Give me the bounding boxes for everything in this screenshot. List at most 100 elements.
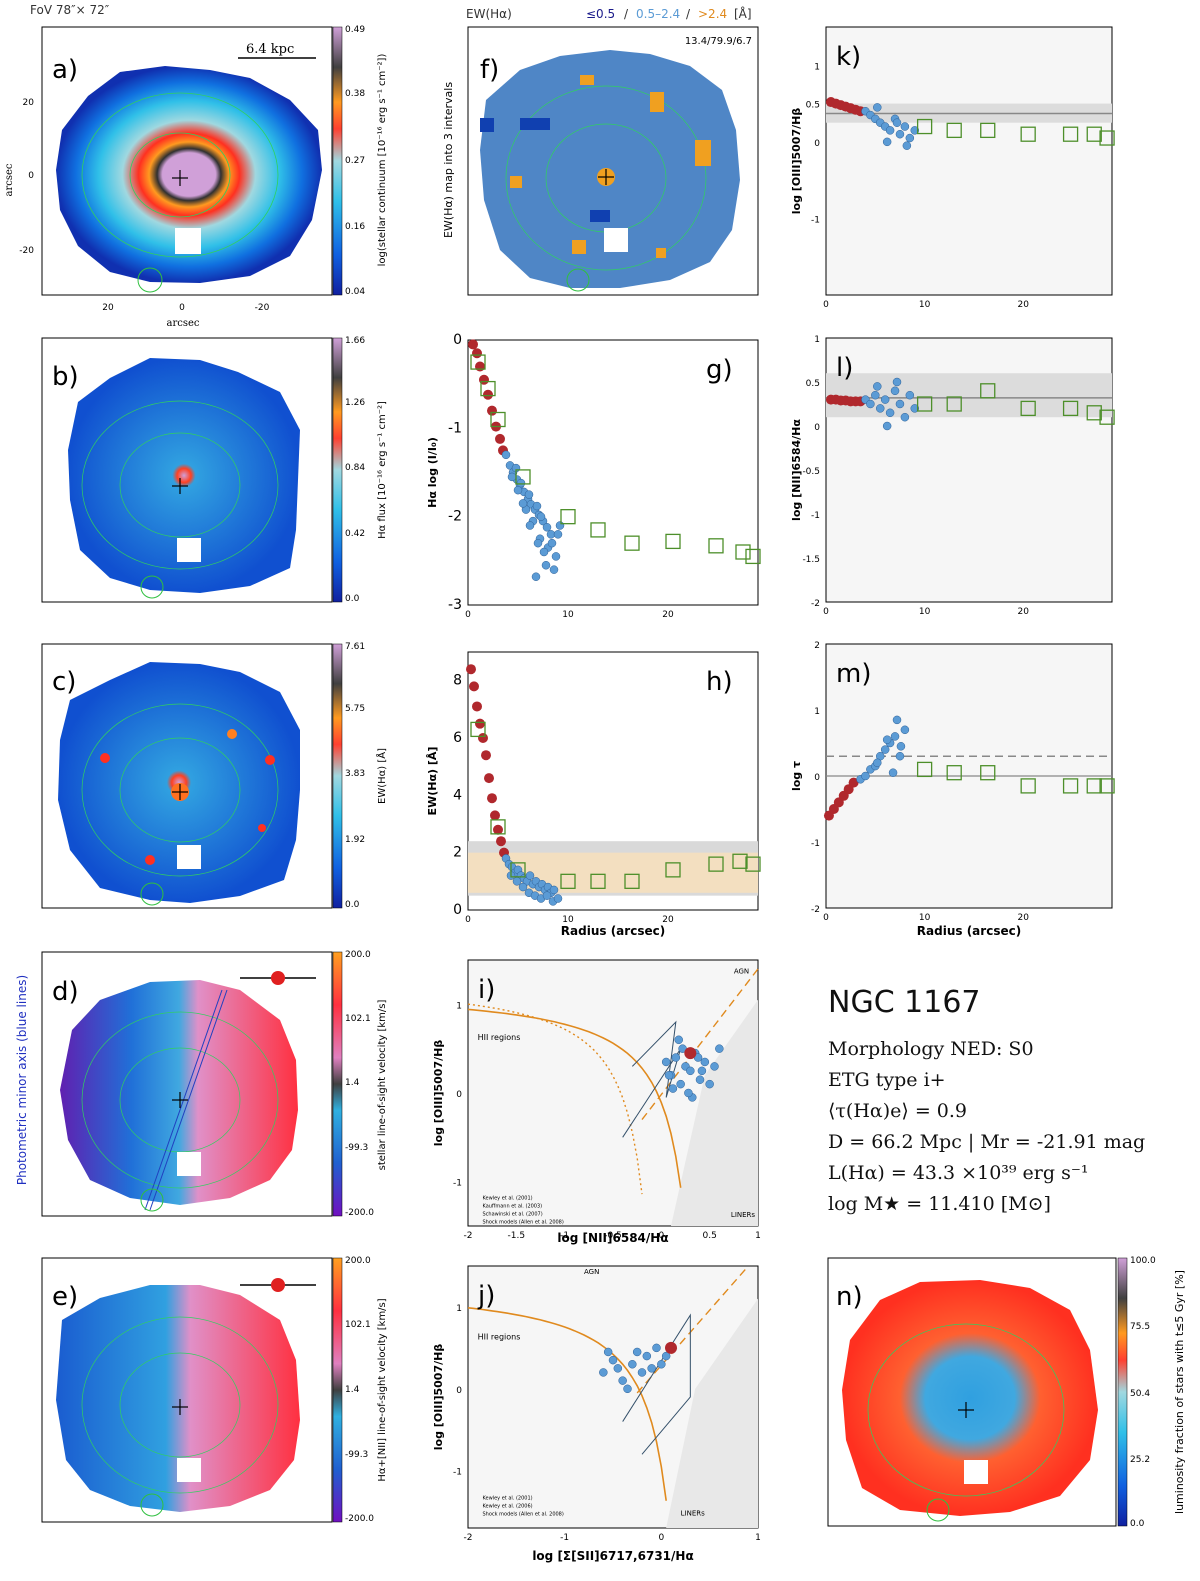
- inner-point: [493, 824, 503, 835]
- svg-text:-99.3: -99.3: [345, 1143, 368, 1153]
- spaxel-point: [642, 1351, 652, 1361]
- halpha-luminosity: L(Hα) = 43.3 ×10³⁹ erg s⁻¹: [828, 1162, 1089, 1184]
- liner-zone: [666, 1298, 758, 1528]
- panel-k: 0 10 20 1 0.5 0 -1 log [OIII]5007/Hβ k): [790, 26, 1115, 310]
- panel-letter: j): [477, 1281, 495, 1311]
- panel-letter: k): [836, 42, 861, 72]
- inner-point: [496, 836, 506, 847]
- svg-text:EW(Hα): EW(Hα): [466, 7, 512, 21]
- binned-point: [745, 548, 761, 565]
- binned-point: [560, 873, 576, 889]
- agn-label: AGN: [734, 967, 749, 975]
- x-tick: 0: [658, 1231, 664, 1241]
- y-tick: -2: [811, 599, 820, 609]
- panel-g: 0 10 20 0 -1 -2 -3 Hα log (I/I₀) g): [426, 332, 761, 620]
- spaxel-point: [902, 141, 912, 150]
- spaxel-point: [531, 572, 541, 581]
- spaxel-point: [885, 408, 895, 418]
- x-tick: 10: [562, 610, 574, 620]
- x-tick: -1: [560, 1533, 569, 1543]
- binned-point: [745, 856, 761, 872]
- spaxel-point: [895, 129, 905, 139]
- binned-point: [590, 522, 606, 538]
- svg-text:0: 0: [28, 171, 34, 181]
- spaxel-point: [599, 1368, 608, 1377]
- scale-bar-label: 6.4 kpc: [246, 42, 294, 57]
- spaxel-point: [686, 1066, 695, 1076]
- binned-point: [946, 122, 962, 139]
- x-tick: 10: [919, 607, 931, 617]
- y-label: Hα log (I/I₀): [426, 437, 439, 508]
- hii-label: HII regions: [478, 1033, 521, 1042]
- spaxel-point: [541, 561, 551, 570]
- spaxel-point: [676, 1079, 685, 1089]
- stellar-mass: log M★ = 11.410 [M⊙]: [828, 1193, 1051, 1215]
- y-tick: -1: [811, 839, 820, 849]
- svg-text:1.4: 1.4: [345, 1385, 360, 1395]
- x-tick: -2: [464, 1231, 473, 1241]
- panel-b: b) 1.66 1.26 0.84 0.42 0.0 Hα flux [10⁻¹…: [41, 336, 388, 604]
- binned-point: [490, 411, 506, 428]
- x-tick: 0: [823, 913, 829, 923]
- binned-point: [470, 721, 486, 738]
- spaxel-point: [873, 758, 882, 768]
- inner-point: [483, 389, 493, 400]
- spaxel-point: [553, 894, 563, 903]
- svg-text:3.83: 3.83: [345, 769, 365, 779]
- spaxel-point: [618, 1376, 627, 1385]
- binned-point: [1099, 409, 1115, 425]
- spaxel-point: [873, 103, 882, 112]
- y-tick: 4: [453, 787, 462, 803]
- x-tick: 10: [919, 913, 931, 923]
- spaxel-point: [892, 715, 902, 725]
- binned-point: [980, 122, 996, 139]
- y-label: log [OIII]5007/Hβ: [790, 108, 803, 215]
- binned-point: [735, 544, 751, 560]
- spaxel-point: [880, 745, 890, 754]
- range-band: [826, 373, 1112, 418]
- y-tick: 2: [814, 641, 820, 651]
- minor-axis-label: Photometric minor axis (blue lines): [15, 975, 29, 1185]
- spaxel-point: [551, 552, 561, 561]
- spaxel-point: [549, 565, 559, 574]
- spaxel-point: [555, 521, 565, 530]
- x-label: log [NII]6584/Hα: [557, 1231, 668, 1245]
- svg-text:1.4: 1.4: [345, 1078, 360, 1088]
- distance-magnitude: D = 66.2 Mpc | Mr = -21.91 mag: [828, 1131, 1146, 1153]
- panel-c: c) 7.61 5.75 3.83 1.92 0.0 EW(Hα) [Å]: [41, 642, 388, 910]
- spaxel-point: [905, 133, 915, 143]
- x-tick: -1: [560, 1231, 569, 1241]
- svg-text:0.49: 0.49: [345, 25, 365, 35]
- svg-text:-200.0: -200.0: [345, 1208, 374, 1218]
- kewley-curve: [467, 1008, 682, 1188]
- spaxel-point: [871, 390, 880, 400]
- spaxel-point: [637, 1368, 647, 1377]
- binned-point: [1062, 400, 1079, 417]
- legend-entry: Shock models (Allen et al. 2008): [483, 1511, 564, 1517]
- svg-text:1.92: 1.92: [345, 835, 365, 845]
- binned-point: [1086, 778, 1102, 794]
- y-label: log [OIII]5007/Hβ: [432, 1344, 445, 1451]
- panel-n: n) 100.0 75.5 50.4 25.2 0.0 luminosity f…: [827, 1256, 1186, 1529]
- x-tick: 0: [658, 1533, 664, 1543]
- svg-text:a): a): [52, 55, 78, 85]
- x-tick: 20: [1018, 913, 1030, 923]
- shock-grid: [622, 1313, 691, 1455]
- binned-point: [515, 469, 531, 485]
- inner-point: [469, 681, 479, 692]
- spaxel-point: [697, 1066, 707, 1076]
- spaxel-point: [553, 530, 563, 539]
- spaxel-point: [882, 137, 892, 147]
- spaxel-point: [536, 512, 546, 521]
- svg-text:e): e): [52, 1282, 78, 1312]
- x-tick: 0: [465, 610, 471, 620]
- liner-label: LINERs: [731, 1211, 755, 1219]
- kewley-curve: [467, 1307, 667, 1501]
- spaxel-point: [905, 390, 915, 400]
- spaxel-point: [652, 1343, 661, 1353]
- legend-entry: Kewley et al. (2001): [483, 1495, 533, 1501]
- hii-label: HII regions: [478, 1333, 521, 1342]
- inner-point: [472, 701, 482, 712]
- y-tick: 1: [456, 1304, 462, 1314]
